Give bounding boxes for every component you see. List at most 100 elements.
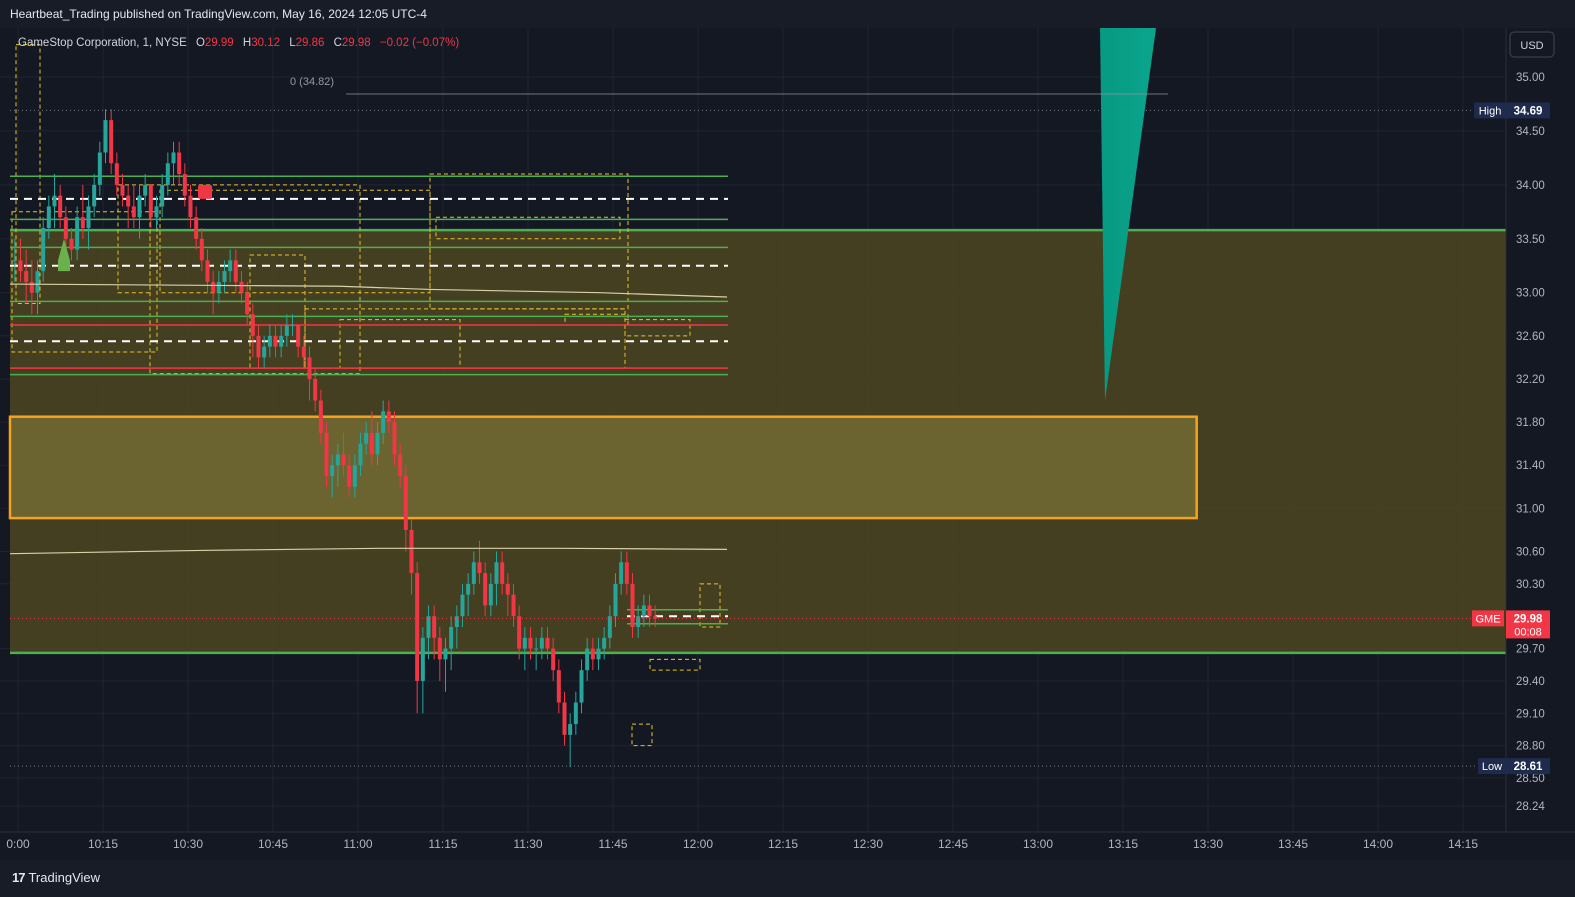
time-tick-label: 13:15 — [1108, 837, 1138, 851]
price-tick-label: 29.70 — [1516, 644, 1545, 656]
dashed-box — [624, 319, 691, 337]
price-chart[interactable]: GameStop Corporation, 1, NYSE O29.99 H30… — [0, 28, 1575, 860]
candle-body — [471, 562, 476, 584]
orange-zone — [8, 415, 1198, 520]
price-marker-badge — [1506, 758, 1550, 775]
price-tick-label: 30.30 — [1516, 579, 1545, 591]
candle-body — [222, 271, 227, 282]
dashed-box — [11, 211, 158, 353]
candle-body — [398, 454, 403, 477]
chart-area[interactable]: GameStop Corporation, 1, NYSE O29.99 H30… — [0, 28, 1575, 860]
candle-body — [307, 357, 312, 379]
candle-body — [437, 637, 442, 660]
currency-button-frame[interactable] — [1509, 31, 1555, 58]
dashed-box — [435, 216, 621, 240]
candle-body — [579, 670, 584, 703]
price-tick-label: 31.00 — [1516, 503, 1545, 515]
candle-body — [562, 702, 567, 735]
time-tick-label: 0:00 — [6, 837, 30, 851]
candle-body — [318, 400, 323, 433]
candle-body — [199, 238, 204, 261]
gme-tag-label: GME — [1475, 613, 1500, 625]
candle-body — [154, 206, 159, 218]
candle-body — [188, 195, 193, 218]
overlay-drawings — [9, 28, 1506, 767]
price-tick-label: 32.60 — [1516, 331, 1545, 343]
currency-label[interactable]: USD — [1520, 40, 1543, 52]
time-tick-label: 14:00 — [1363, 837, 1393, 851]
moving-average-line — [9, 283, 728, 298]
currency-button[interactable]: USD — [1509, 31, 1555, 58]
candle-body — [624, 562, 629, 584]
dashed-box — [15, 44, 41, 304]
candle-body — [517, 616, 522, 649]
price-tick-label: 28.24 — [1516, 801, 1545, 813]
candle-body — [126, 195, 131, 207]
sell-signal-icon — [198, 184, 212, 199]
price-tick-label: 28.80 — [1516, 741, 1545, 753]
candle-body — [392, 422, 397, 455]
candle-body — [505, 583, 510, 595]
time-tick-label: 12:00 — [683, 837, 713, 851]
buy-signal-icon — [58, 238, 70, 272]
price-tick-label: 34.50 — [1516, 126, 1545, 138]
tradingview-brand[interactable]: 17 TradingView — [12, 870, 100, 885]
time-tick-label: 13:30 — [1193, 837, 1223, 851]
time-tick-label: 11:30 — [513, 837, 542, 851]
candle-body — [41, 227, 46, 272]
candle-body — [545, 637, 550, 649]
candle-body — [109, 120, 114, 164]
candle-body — [590, 648, 595, 660]
candle-body — [647, 605, 652, 617]
dashed-box — [339, 319, 461, 369]
candle-body — [460, 594, 465, 617]
time-tick-label: 11:15 — [428, 837, 457, 851]
candle-body — [619, 562, 624, 584]
candle-body — [148, 184, 153, 218]
candle-body — [262, 346, 267, 358]
price-marker-value: 34.69 — [1514, 105, 1543, 117]
candle-body — [636, 616, 641, 628]
candle-body — [358, 443, 363, 466]
candle-body — [194, 217, 199, 239]
price-tick-label: 31.40 — [1516, 460, 1545, 472]
candle-body — [432, 616, 437, 638]
candle-body — [143, 184, 148, 196]
candle-body — [585, 648, 590, 671]
candle-body — [80, 217, 85, 228]
legend-l-label: L — [289, 37, 296, 49]
candle-body — [24, 271, 29, 282]
price-tick-label: 33.00 — [1516, 288, 1545, 300]
price-tick-label: 35.00 — [1516, 72, 1545, 84]
candle-body — [205, 260, 210, 282]
candle-body — [279, 335, 284, 347]
candle-body — [97, 152, 102, 185]
candle-body — [284, 325, 289, 336]
candle-body — [556, 670, 561, 703]
price-tick-label: 28.50 — [1516, 773, 1545, 785]
price-tick-label: 29.40 — [1516, 676, 1545, 688]
candle-body — [69, 238, 74, 250]
candle-body — [160, 184, 165, 207]
candle-body — [409, 529, 414, 574]
dashed-box — [699, 583, 721, 628]
candle-body — [114, 163, 119, 185]
candle-body — [522, 637, 527, 649]
time-tick-label: 12:15 — [768, 837, 798, 851]
candle-body — [551, 648, 556, 671]
candle-body — [494, 562, 499, 584]
price-axis[interactable]: 35.00 34.50 34.00 33.50 33.00 32.60 32.20 31.80… — [1505, 28, 1545, 832]
candles — [12, 109, 658, 768]
time-tick-label: 11:00 — [343, 837, 372, 851]
countdown-label: 00:08 — [1514, 626, 1542, 638]
candle-body — [466, 583, 471, 595]
candle-body — [137, 195, 142, 218]
candle-body — [443, 648, 448, 660]
zones — [8, 228, 1506, 655]
candle-body — [165, 163, 170, 185]
candle-body — [267, 335, 272, 347]
candle-body — [534, 648, 539, 650]
time-axis[interactable]: 0:00 10:15 10:30 10:45 11:00 11:15 11:30 11:45 1… — [0, 831, 1575, 851]
candle-body — [613, 583, 618, 617]
